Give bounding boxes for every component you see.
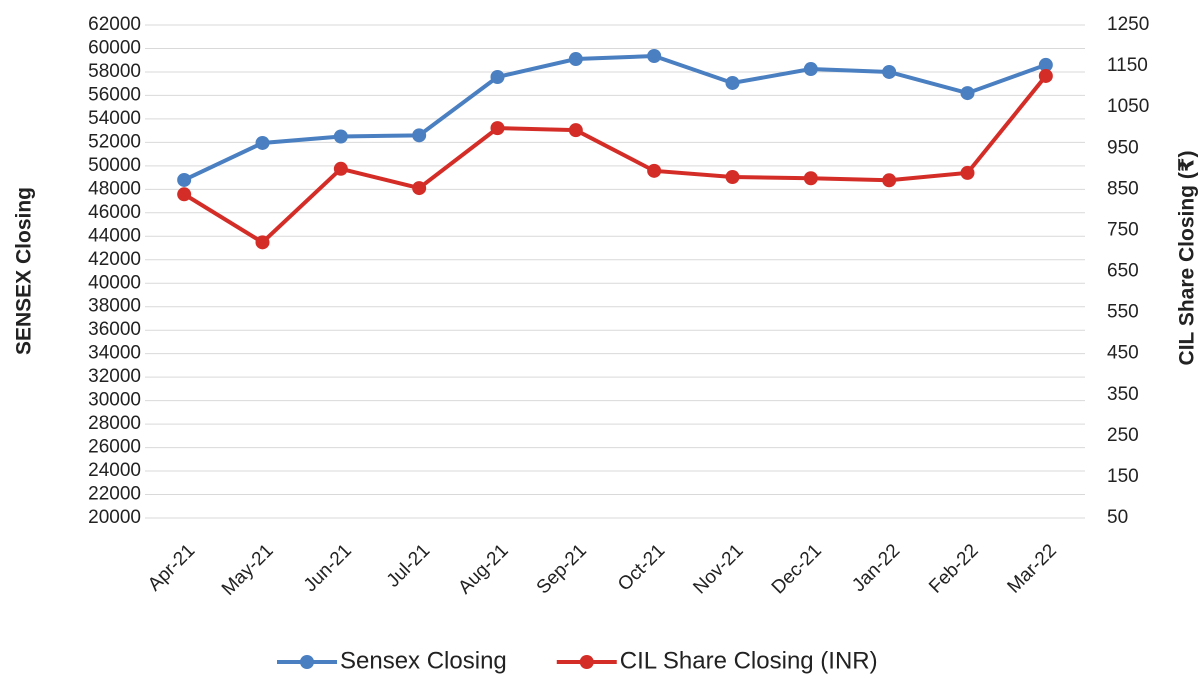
data-point xyxy=(1038,57,1053,72)
y-tick-label: 54000 xyxy=(88,108,141,129)
y-tick-label: 32000 xyxy=(88,366,141,387)
y-tick-label: 48000 xyxy=(88,178,141,199)
y-tick-label: 44000 xyxy=(88,225,141,246)
data-point xyxy=(960,86,975,101)
x-tick-label: Jun-21 xyxy=(300,540,356,596)
y2-tick-label: 450 xyxy=(1107,343,1139,364)
y-tick-label: 26000 xyxy=(88,437,141,458)
x-tick-label: Aug-21 xyxy=(454,540,512,598)
x-tick-label: Nov-21 xyxy=(689,540,747,598)
x-tick-label: Sep-21 xyxy=(533,540,591,598)
data-point xyxy=(1038,68,1053,83)
x-tick-label: Feb-22 xyxy=(925,540,982,597)
data-point xyxy=(882,64,897,79)
x-tick-label: Mar-22 xyxy=(1004,540,1061,597)
y-tick-label: 34000 xyxy=(88,343,141,364)
data-point xyxy=(177,172,192,187)
y2-tick-label: 250 xyxy=(1107,425,1139,446)
series-line xyxy=(183,74,1048,245)
y-tick-label: 52000 xyxy=(88,131,141,152)
data-point xyxy=(960,165,975,180)
x-tick-label: Apr-21 xyxy=(144,540,199,595)
y2-tick-label: 150 xyxy=(1107,466,1139,487)
x-tick-label: Oct-21 xyxy=(614,540,669,595)
x-tick-label: May-21 xyxy=(218,540,278,600)
legend-label: Sensex Closing xyxy=(340,647,507,674)
data-point xyxy=(647,48,662,63)
data-point xyxy=(490,121,505,136)
data-point xyxy=(568,123,583,138)
y-tick-label: 56000 xyxy=(88,84,141,105)
y2-tick-label: 750 xyxy=(1107,219,1139,240)
y-axis-title: SENSEX Closing xyxy=(13,187,36,355)
y2-tick-label: 550 xyxy=(1107,302,1139,323)
legend-marker xyxy=(300,655,314,669)
y-tick-label: 62000 xyxy=(88,14,141,35)
y2-tick-label: 1250 xyxy=(1107,14,1149,35)
y2-tick-label: 1050 xyxy=(1107,96,1149,117)
y-tick-label: 42000 xyxy=(88,249,141,270)
y2-tick-label: 950 xyxy=(1107,137,1139,158)
data-point xyxy=(255,235,270,250)
y2-axis-title: CIL Share Closing (₹) xyxy=(1176,151,1199,366)
data-point xyxy=(568,52,583,67)
series-line xyxy=(183,53,1047,182)
data-point xyxy=(412,128,427,143)
data-point xyxy=(803,62,818,77)
y2-tick-label: 1150 xyxy=(1107,55,1148,76)
y2-tick-label: 850 xyxy=(1107,178,1139,199)
data-point xyxy=(333,161,348,176)
legend-marker xyxy=(579,655,594,669)
y-tick-label: 30000 xyxy=(88,390,141,411)
x-tick-label: Jul-21 xyxy=(383,540,434,591)
x-tick-label: Dec-21 xyxy=(768,540,826,598)
y-tick-label: 36000 xyxy=(88,319,141,340)
y-tick-label: 28000 xyxy=(88,413,141,434)
data-point xyxy=(333,129,348,144)
y-tick-label: 58000 xyxy=(88,61,141,82)
data-point xyxy=(490,69,505,84)
data-point xyxy=(255,135,270,150)
y2-tick-label: 350 xyxy=(1107,384,1139,405)
data-point xyxy=(412,181,427,196)
y-tick-label: 20000 xyxy=(88,507,141,528)
legend-label: CIL Share Closing (INR) xyxy=(620,647,878,674)
data-point xyxy=(803,171,818,186)
y-tick-label: 60000 xyxy=(88,37,141,58)
x-tick-label: Jan-22 xyxy=(848,540,904,596)
y-tick-label: 40000 xyxy=(88,272,141,293)
y-tick-label: 50000 xyxy=(88,155,141,176)
data-point xyxy=(882,173,897,188)
y2-tick-label: 50 xyxy=(1107,507,1128,528)
data-point xyxy=(177,187,192,202)
y2-tick-label: 650 xyxy=(1107,261,1139,282)
y-tick-label: 38000 xyxy=(88,296,141,317)
data-point xyxy=(725,75,740,90)
data-point xyxy=(647,163,662,178)
y-tick-label: 24000 xyxy=(88,460,141,481)
y-tick-label: 22000 xyxy=(88,484,141,505)
data-point xyxy=(725,170,740,185)
y-tick-label: 46000 xyxy=(88,202,141,223)
